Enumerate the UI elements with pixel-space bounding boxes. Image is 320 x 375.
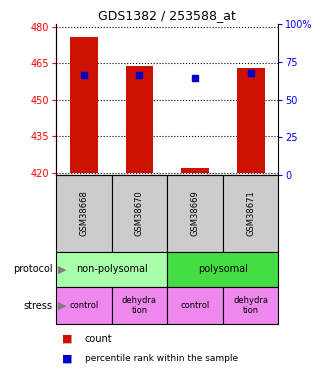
- Text: percentile rank within the sample: percentile rank within the sample: [85, 354, 238, 363]
- Text: ▶: ▶: [58, 301, 66, 310]
- Bar: [181, 168, 209, 173]
- Text: polysomal: polysomal: [198, 264, 248, 274]
- Text: non-polysomal: non-polysomal: [76, 264, 148, 274]
- Bar: [112, 287, 167, 324]
- Text: dehydra
tion: dehydra tion: [122, 296, 157, 315]
- Text: control: control: [180, 301, 210, 310]
- Text: count: count: [85, 333, 112, 344]
- Bar: [223, 287, 278, 324]
- Bar: [70, 36, 98, 173]
- Text: GSM38670: GSM38670: [135, 190, 144, 237]
- Bar: [237, 68, 265, 173]
- Text: control: control: [69, 301, 99, 310]
- Text: dehydra
tion: dehydra tion: [233, 296, 268, 315]
- Bar: [167, 175, 223, 252]
- Bar: [167, 287, 223, 324]
- Bar: [56, 252, 167, 287]
- Bar: [223, 175, 278, 252]
- Bar: [112, 175, 167, 252]
- Text: GSM38671: GSM38671: [246, 190, 255, 237]
- Text: stress: stress: [24, 301, 53, 310]
- Text: protocol: protocol: [13, 264, 53, 274]
- Text: ▶: ▶: [58, 264, 66, 274]
- Bar: [125, 66, 153, 173]
- Text: GSM38669: GSM38669: [190, 190, 199, 237]
- Bar: [167, 252, 278, 287]
- Text: GSM38668: GSM38668: [79, 190, 88, 237]
- Bar: [56, 287, 112, 324]
- Title: GDS1382 / 253588_at: GDS1382 / 253588_at: [98, 9, 236, 22]
- Text: ■: ■: [62, 333, 73, 344]
- Bar: [56, 175, 112, 252]
- Text: ■: ■: [62, 354, 73, 364]
